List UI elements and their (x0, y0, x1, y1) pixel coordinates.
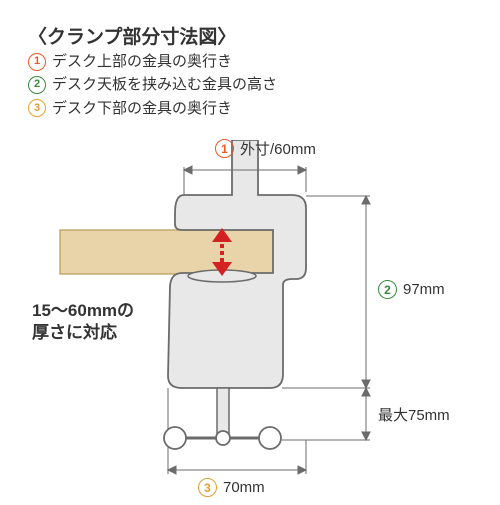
diagram-title: 〈クランプ部分寸法図〉 (28, 22, 236, 49)
thickness-line1: 15～60mmの (32, 300, 134, 322)
legend-badge-2: 2 (28, 76, 46, 94)
legend-badge-3: 3 (28, 99, 46, 117)
handle-ball-left (164, 427, 186, 449)
dim-3-badge: 3 (198, 478, 217, 497)
dim-1-text: 外寸/60mm (240, 138, 316, 159)
dim-max-label: 最大75mm (378, 404, 450, 425)
desk-board (60, 230, 275, 274)
legend-text-1: デスク上部の金具の奥行き (52, 50, 232, 73)
legend-badge-1: 1 (28, 53, 46, 71)
thickness-line2: 厚さに対応 (32, 322, 134, 344)
legend: 1 デスク上部の金具の奥行き 2 デスク天板を挟み込む金具の高さ 3 デスク下部… (28, 50, 277, 120)
dim-2-label: 2 97mm (378, 280, 445, 299)
legend-text-2: デスク天板を挟み込む金具の高さ (52, 73, 277, 96)
legend-text-3: デスク下部の金具の奥行き (52, 97, 232, 120)
legend-item-1: 1 デスク上部の金具の奥行き (28, 50, 277, 73)
clamp-diagram: 1 外寸/60mm 2 97mm 最大75mm 3 70mm 15～60mmの … (0, 140, 500, 500)
dim-max-text: 最大75mm (378, 404, 450, 425)
handle-ball-right (259, 427, 281, 449)
dim-2-line (362, 196, 370, 388)
dim-3-text: 70mm (223, 479, 265, 496)
dim-3-line (168, 466, 306, 474)
dim-1-badge: 1 (215, 139, 234, 158)
legend-item-2: 2 デスク天板を挟み込む金具の高さ (28, 73, 277, 96)
handle-hub (216, 431, 230, 445)
dim-2-text: 97mm (403, 281, 445, 298)
dim-max-line (362, 388, 370, 440)
dim-2-badge: 2 (378, 280, 397, 299)
dim-3-label: 3 70mm (198, 478, 265, 497)
legend-item-3: 3 デスク下部の金具の奥行き (28, 97, 277, 120)
thickness-label: 15～60mmの 厚さに対応 (32, 300, 134, 344)
dim-1-label: 1 外寸/60mm (215, 138, 316, 159)
